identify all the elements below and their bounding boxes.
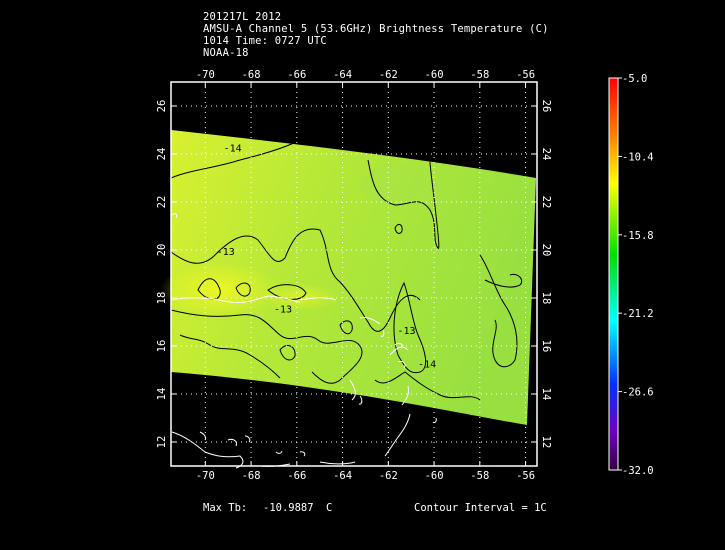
lat-tick-label-left: 20 [156,244,168,257]
lon-tick-label-bottom: -70 [196,470,215,482]
lat-tick-label-left: 16 [156,340,168,353]
colorbar-label: -15.8 [622,230,654,242]
lon-tick-label-bottom: -68 [242,470,261,482]
lat-tick-label-left: 26 [156,100,168,113]
lon-tick-label-bottom: -56 [516,470,535,482]
lon-tick-label-bottom: -60 [425,470,444,482]
axis-tick-labels: -70 -70 -68 -68 -66 -66 -64 -64 -62 -62 -60 -60 -58 -… [156,69,552,482]
contour-interval: Contour Interval = 1C [414,502,547,514]
lon-tick-label-top: -66 [287,69,306,81]
max-tb-unit: C [326,502,333,514]
contour-label: -13 [397,326,415,337]
colorbar-label: -10.4 [622,151,654,163]
colorbar: -5.0 -10.4 -15.8 -21.2 -26.6 -32.0 [608,73,654,477]
lat-tick-label-right: 24 [540,148,552,161]
contour-label: -13 [217,247,235,258]
max-tb-value: -10.9887 [263,502,314,514]
contour-label: -14 [224,144,242,155]
contour-labels: -14 -13 -13 -13 -14 [217,144,436,371]
lon-tick-label-top: -64 [333,69,352,81]
contour-label: -14 [418,360,436,371]
lat-tick-label-right: 22 [540,196,552,209]
lon-tick-label-top: -58 [470,69,489,81]
lat-tick-label-right: 12 [540,436,552,449]
colorbar-label: -32.0 [622,465,654,477]
contour-label: -13 [274,304,292,315]
colorbar-label: -5.0 [622,73,647,85]
lat-tick-label-right: 26 [540,100,552,113]
lat-tick-label-left: 24 [156,148,168,161]
gridlines [171,82,537,466]
lat-tick-label-right: 20 [540,244,552,257]
lat-tick-label-right: 16 [540,340,552,353]
lat-tick-label-left: 18 [156,292,168,305]
lon-tick-label-bottom: -58 [470,470,489,482]
title-line-4: NOAA-18 [203,47,249,59]
colorbar-label: -26.6 [622,387,654,399]
title-line-1: 201217L 2012 [203,11,282,23]
lon-tick-label-top: -70 [196,69,215,81]
lat-tick-label-left: 22 [156,196,168,209]
lon-tick-label-bottom: -64 [333,470,352,482]
colorbar-label: -21.2 [622,308,654,320]
lon-tick-label-bottom: -62 [379,470,398,482]
axis-ticks [171,82,537,466]
lon-tick-label-top: -62 [379,69,398,81]
lon-tick-label-top: -68 [242,69,261,81]
lat-tick-label-right: 18 [540,292,552,305]
lat-tick-label-left: 12 [156,436,168,449]
lat-tick-label-left: 14 [156,388,168,401]
lon-tick-label-top: -60 [425,69,444,81]
lat-tick-label-right: 14 [540,388,552,401]
max-tb-label: Max Tb: [203,502,248,514]
contour-lines [170,139,523,401]
lon-tick-label-top: -56 [516,69,535,81]
title-line-2: AMSU-A Channel 5 (53.6GHz) Brightness Te… [203,23,549,35]
map-frame [170,81,538,467]
title-line-3: 1014 Time: 0727 UTC [203,35,327,47]
lon-tick-label-bottom: -66 [287,470,306,482]
